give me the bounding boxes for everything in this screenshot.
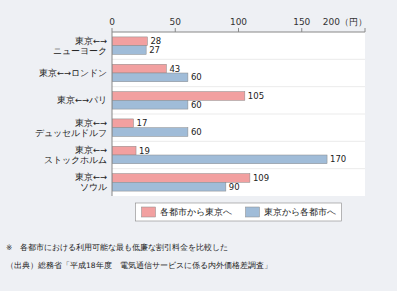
legend-swatch bbox=[246, 207, 260, 217]
category-label: デュッセルドルフ bbox=[26, 128, 107, 138]
plot-area bbox=[112, 32, 365, 196]
group-separator bbox=[112, 59, 365, 60]
tick-mark bbox=[175, 28, 176, 32]
bar bbox=[112, 92, 245, 101]
bar bbox=[112, 155, 327, 164]
tick-label: 50 bbox=[170, 17, 182, 27]
bar bbox=[112, 100, 188, 109]
note: （出典）総務省「平成18年度 電気通信サービスに係る内外価格差調査」 bbox=[6, 261, 272, 270]
tick-mark bbox=[301, 28, 302, 32]
tick-label: 200（円） bbox=[323, 17, 367, 27]
category-label: 東京←→ bbox=[75, 36, 107, 46]
category-label: 東京←→ bbox=[75, 118, 107, 128]
bar bbox=[112, 128, 188, 137]
bar bbox=[112, 46, 146, 55]
tick-label: 150 bbox=[293, 17, 310, 27]
category-label: 東京←→ bbox=[75, 172, 107, 182]
legend-label: 東京から各都市へ bbox=[264, 207, 336, 217]
legend-label: 各都市から東京へ bbox=[160, 207, 232, 217]
tick-label: 100 bbox=[230, 17, 247, 27]
background bbox=[0, 0, 397, 291]
group-separator bbox=[112, 141, 365, 142]
category-label: ソウル bbox=[71, 182, 107, 192]
category-label: ストックホルム bbox=[35, 155, 107, 165]
bar bbox=[112, 182, 226, 191]
data-label: 43 bbox=[169, 64, 180, 74]
tick-mark bbox=[238, 28, 239, 32]
data-label: 60 bbox=[191, 72, 202, 82]
data-label: 27 bbox=[149, 45, 160, 55]
group-separator bbox=[112, 86, 365, 87]
bar bbox=[112, 64, 166, 73]
legend-swatch bbox=[142, 207, 156, 217]
data-label: 60 bbox=[191, 127, 202, 137]
category-label: 東京←→ bbox=[75, 145, 107, 155]
tick-label: 0 bbox=[109, 17, 115, 27]
data-label: 90 bbox=[229, 182, 240, 192]
chart: 284310517191092760606017090050100150200（… bbox=[0, 0, 397, 291]
data-label: 60 bbox=[191, 100, 202, 110]
y-axis-line bbox=[112, 32, 113, 196]
group-separator bbox=[112, 168, 365, 169]
data-label: 105 bbox=[248, 91, 264, 101]
bar bbox=[112, 146, 136, 155]
data-label: 17 bbox=[137, 118, 148, 128]
legend-frame bbox=[136, 203, 342, 221]
category-label: 東京←→パリ bbox=[57, 95, 107, 105]
group-separator bbox=[112, 114, 365, 115]
note: ※ 各都市における利用可能な最も低廉な割引料金を比較した bbox=[6, 243, 228, 252]
bars bbox=[112, 37, 327, 191]
data-label: 19 bbox=[139, 146, 150, 156]
bar bbox=[112, 73, 188, 82]
category-label: ニューヨーク bbox=[44, 46, 107, 56]
category-label: 東京←→ロンドン bbox=[39, 68, 107, 78]
legend: 各都市から東京へ 東京から各都市へ bbox=[136, 203, 342, 221]
data-label: 109 bbox=[253, 173, 269, 183]
data-label: 170 bbox=[330, 154, 346, 164]
tick-mark bbox=[365, 28, 366, 32]
tick-mark bbox=[112, 28, 113, 32]
bar bbox=[112, 37, 147, 46]
bar bbox=[112, 119, 134, 128]
